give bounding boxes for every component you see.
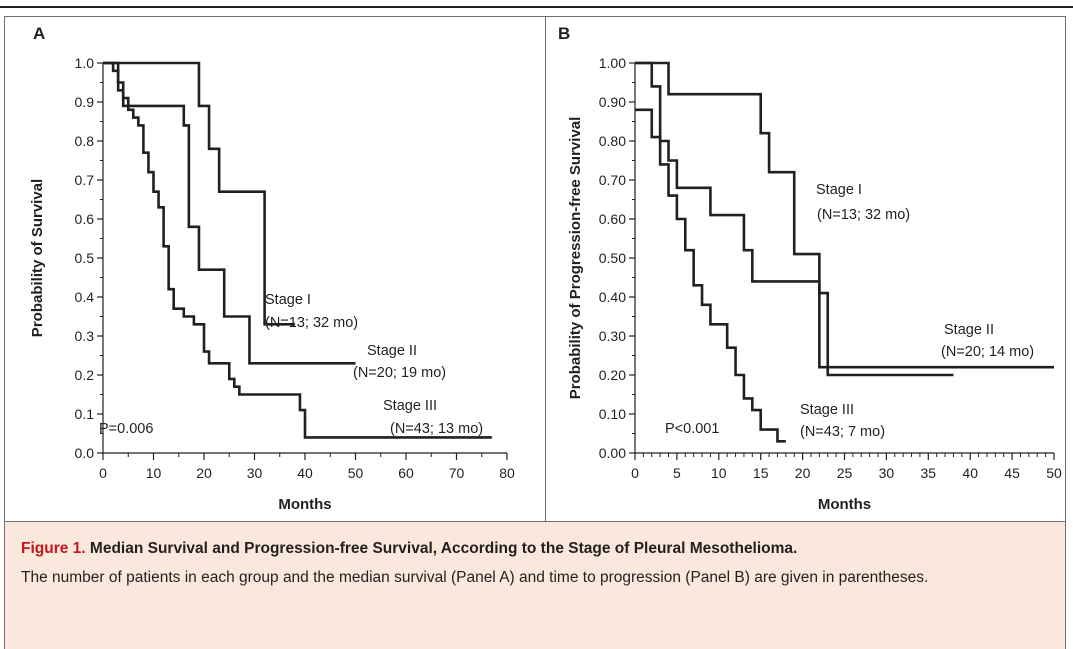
panel-b-y-tick-label: 0.10 — [599, 406, 626, 422]
caption-text: The number of patients in each group and… — [21, 569, 929, 586]
panel-a-x-tick-label: 70 — [449, 465, 465, 481]
panel-b-x-tick-label: 30 — [879, 465, 895, 481]
caption-title: Figure 1. Median Survival and Progressio… — [21, 538, 1047, 560]
panel-a-x-tick-label: 30 — [247, 465, 263, 481]
panel-b-x-tick-label: 0 — [631, 465, 639, 481]
panel-b-series-label-stage-iii: Stage III — [800, 402, 854, 418]
panel-b-y-tick-label: 0.60 — [599, 211, 626, 227]
panel-b-series-label-stage-i: Stage I — [816, 182, 862, 198]
panel-b-y-tick-label: 1.00 — [599, 55, 626, 71]
figure-frame — [4, 16, 1066, 522]
panel-b-x-tick-label: 40 — [962, 465, 978, 481]
panel-a-series-label-stage-i: Stage I — [265, 292, 311, 308]
panel-a-curve-stage-iii — [103, 61, 492, 439]
panel-divider — [545, 16, 546, 522]
panel-b-curve-stage-i — [635, 61, 954, 377]
panel-b-y-tick-label: 0.70 — [599, 172, 626, 188]
panel-b-curve-stage-iii — [635, 108, 786, 443]
panel-b-series-detail-stage-ii: (N=20; 14 mo) — [941, 344, 1034, 360]
panel-a-y-tick-label: 0.6 — [75, 211, 95, 227]
panel-b-x-tick-label: 45 — [1004, 465, 1020, 481]
panel-b-x-tick-label: 5 — [673, 465, 681, 481]
panel-a-y-tick-label: 0.2 — [75, 367, 95, 383]
panel-a-y-tick-label: 0.1 — [75, 406, 95, 422]
panel-b-y-tick-label: 0.00 — [599, 445, 626, 461]
panel-a-y-tick-label: 1.0 — [75, 55, 95, 71]
top-rule — [0, 6, 1073, 8]
panel-b-x-tick-label: 10 — [711, 465, 727, 481]
panel-a-x-tick-label: 20 — [196, 465, 212, 481]
panel-b-y-tick-label: 0.90 — [599, 94, 626, 110]
panel-b-p-value: P<0.001 — [665, 421, 719, 437]
panel-a-y-axis-label: Probability of Survival — [29, 179, 46, 337]
panel-b-y-tick-label: 0.50 — [599, 250, 626, 266]
panel-a-chart: A 0.0 0.1 0.2 0.3 0.4 0.5 0.6 0.7 0.8 0.9 1.0 0 10 20 3… — [29, 24, 515, 513]
panel-b-y-tick-label: 0.80 — [599, 133, 626, 149]
panel-a-x-tick-label: 40 — [297, 465, 313, 481]
panel-b-x-tick-label: 50 — [1046, 465, 1062, 481]
panel-a-x-tick-label: 50 — [348, 465, 364, 481]
panel-b-x-axis-label: Months — [818, 496, 871, 513]
panel-a-series-label-stage-iii: Stage III — [383, 398, 437, 414]
panel-a-y-tick-label: 0.7 — [75, 172, 95, 188]
panel-b-y-tick-label: 0.30 — [599, 328, 626, 344]
panel-b-y-axis-label: Probability of Progression-free Survival — [567, 117, 584, 400]
panel-a-curve-stage-i — [103, 61, 295, 326]
panel-b-x-tick-label: 35 — [921, 465, 937, 481]
panel-b-y-tick-label: 0.20 — [599, 367, 626, 383]
panel-a-y-tick-label: 0.4 — [75, 289, 95, 305]
panel-b-series-label-stage-ii: Stage II — [944, 322, 994, 338]
panel-a-series-detail-stage-i: (N=13; 32 mo) — [265, 315, 358, 331]
panel-b-curve-stage-ii — [635, 61, 1054, 369]
panel-a-y-tick-label: 0.8 — [75, 133, 95, 149]
panel-a-x-tick-label: 0 — [99, 465, 107, 481]
panel-b-x-tick-label: 15 — [753, 465, 769, 481]
caption-box: Figure 1. Median Survival and Progressio… — [4, 522, 1066, 649]
panel-b-y-tick-label: 0.40 — [599, 289, 626, 305]
panel-a-series-label-stage-ii: Stage II — [367, 343, 417, 359]
panel-a-x-tick-label: 60 — [398, 465, 414, 481]
panel-a-letter: A — [33, 24, 45, 43]
panel-b-x-tick-label: 25 — [837, 465, 853, 481]
panel-b-series-detail-stage-i: (N=13; 32 mo) — [817, 207, 910, 223]
caption-label: Figure 1. — [21, 540, 86, 557]
panel-b-letter: B — [558, 24, 570, 43]
panel-a-x-tick-label: 80 — [499, 465, 515, 481]
panel-a-series-detail-stage-ii: (N=20; 19 mo) — [353, 365, 446, 381]
panel-a-series-detail-stage-iii: (N=43; 13 mo) — [390, 421, 483, 437]
panel-a-curve-stage-ii — [103, 61, 356, 365]
panel-a-x-axis-label: Months — [278, 496, 331, 513]
panel-a-y-tick-label: 0.9 — [75, 94, 95, 110]
panel-a-y-tick-label: 0.3 — [75, 328, 95, 344]
caption-title-text: Median Survival and Progression-free Sur… — [89, 540, 798, 557]
panel-a-y-tick-label: 0.0 — [75, 445, 95, 461]
panel-b-chart: B 0.00 0.10 0.20 0.30 0.40 0.50 0.60 0.70 0.80 0.9… — [558, 24, 1062, 513]
panel-a-y-tick-label: 0.5 — [75, 250, 95, 266]
panel-b-series-detail-stage-iii: (N=43; 7 mo) — [800, 424, 885, 440]
panel-a-x-tick-label: 10 — [146, 465, 162, 481]
panel-b-x-tick-label: 20 — [795, 465, 811, 481]
panel-a-p-value: P=0.006 — [99, 421, 153, 437]
